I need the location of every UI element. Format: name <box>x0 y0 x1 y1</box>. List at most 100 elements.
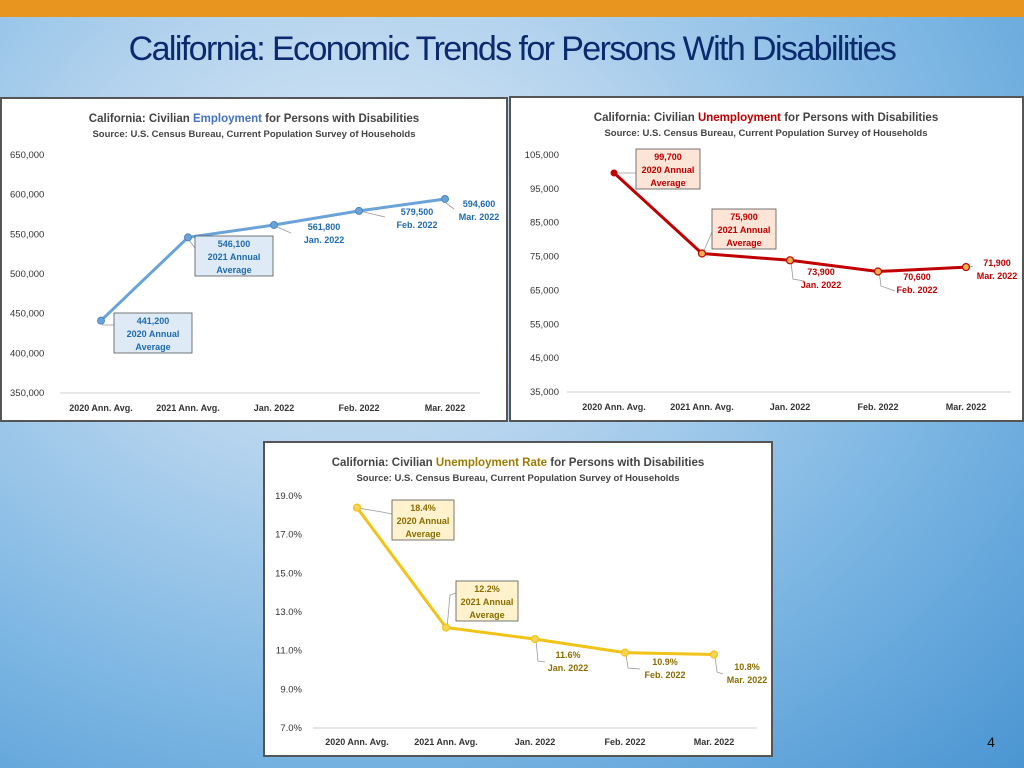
employment-chart: California: Civilian Employment for Pers… <box>10 113 500 413</box>
unemployment-data-label: Jan. 2022 <box>801 280 842 290</box>
unemployment-x-tick-label: Jan. 2022 <box>770 402 811 412</box>
employment-data-label: Mar. 2022 <box>459 212 500 222</box>
employment-point <box>270 220 278 229</box>
employment-data-label: 594,600 <box>463 199 496 209</box>
rate-data-label: Average <box>469 610 504 620</box>
unemployment-rate-chart: California: Civilian Unemployment Rate f… <box>275 457 768 747</box>
rate-data-label: 2021 Annual <box>461 597 514 607</box>
employment-title-key: Employment <box>193 113 262 125</box>
unemployment-y-tick-label: 45,000 <box>530 353 559 364</box>
rate-title-post: for Persons with Disabilities <box>547 457 704 469</box>
unemployment-leader-line <box>790 261 805 282</box>
rate-y-tick-label: 13.0% <box>275 607 302 618</box>
unemployment-data-label: Average <box>726 238 761 248</box>
employment-x-tick-label: Feb. 2022 <box>338 403 379 413</box>
rate-leader-line <box>625 653 641 670</box>
rate-y-tick-label: 11.0% <box>276 646 303 657</box>
unemployment-y-tick-label: 55,000 <box>530 319 559 330</box>
rate-y-tick-label: 15.0% <box>275 568 302 579</box>
rate-y-tick-label: 19.0% <box>275 491 302 502</box>
employment-data-label: 441,200 <box>137 316 170 326</box>
rate-point <box>620 648 630 657</box>
rate-data-label: 10.8% <box>734 662 760 672</box>
employment-point <box>184 233 192 242</box>
employment-x-tick-label: Jan. 2022 <box>254 403 295 413</box>
unemployment-y-tick-label: 105,000 <box>525 150 559 161</box>
rate-title-pre: California: Civilian <box>332 457 436 469</box>
unemployment-data-label: 70,600 <box>903 272 931 282</box>
unemployment-data-label: 99,700 <box>654 152 682 162</box>
unemployment-data-label: Feb. 2022 <box>896 285 937 295</box>
unemployment-point <box>697 249 707 258</box>
unemployment-data-label-box <box>711 208 777 250</box>
rate-data-label: 18.4% <box>410 503 436 513</box>
rate-data-label: 10.9% <box>652 657 678 667</box>
employment-data-label: 579,500 <box>401 207 434 217</box>
rate-x-tick-label: Feb. 2022 <box>604 737 645 747</box>
employment-chart-panel: California: Civilian Employment for Pers… <box>0 97 508 422</box>
unemployment-data-label-box <box>635 148 701 190</box>
employment-leader-line <box>359 210 386 218</box>
rate-data-label: 12.2% <box>474 584 500 594</box>
rate-y-tick-label: 17.0% <box>275 530 302 541</box>
employment-y-tick-label: 350,000 <box>10 388 44 399</box>
rate-chart-subtitle: Source: U.S. Census Bureau, Current Popu… <box>356 473 679 484</box>
employment-data-label: 2021 Annual <box>208 252 261 262</box>
rate-y-tick-label: 9.0% <box>280 684 302 695</box>
employment-y-tick-label: 550,000 <box>10 229 44 240</box>
rate-data-label: Feb. 2022 <box>644 670 685 680</box>
unemployment-data-label: 2021 Annual <box>718 225 771 235</box>
employment-chart-subtitle: Source: U.S. Census Bureau, Current Popu… <box>92 129 415 140</box>
unemployment-x-tick-label: 2021 Ann. Avg. <box>670 402 734 412</box>
rate-x-tick-label: 2020 Ann. Avg. <box>325 737 389 747</box>
unemployment-chart-subtitle: Source: U.S. Census Bureau, Current Popu… <box>604 128 927 139</box>
rate-data-label: Jan. 2022 <box>548 663 589 673</box>
unemployment-data-label: 73,900 <box>807 267 835 277</box>
unemployment-title-post: for Persons with Disabilities <box>781 112 938 124</box>
employment-data-label: Feb. 2022 <box>396 220 437 230</box>
unemployment-point <box>785 256 795 265</box>
unemployment-y-tick-label: 95,000 <box>530 184 559 195</box>
employment-data-label-box <box>113 312 193 354</box>
employment-x-tick-label: 2021 Ann. Avg. <box>156 403 220 413</box>
employment-title-pre: California: Civilian <box>89 113 193 125</box>
unemployment-y-tick-label: 35,000 <box>530 387 559 398</box>
unemployment-chart-title: California: Civilian Unemployment for Pe… <box>594 112 938 124</box>
employment-data-label: 2020 Annual <box>127 329 180 339</box>
rate-title-key: Unemployment Rate <box>436 457 547 469</box>
unemployment-y-tick-label: 65,000 <box>530 285 559 296</box>
top-accent-bar <box>0 0 1024 17</box>
unemployment-chart-panel: California: Civilian Unemployment for Pe… <box>509 96 1024 422</box>
rate-x-tick-label: Mar. 2022 <box>694 737 735 747</box>
unemployment-data-label: Mar. 2022 <box>977 271 1018 281</box>
unemployment-y-tick-label: 85,000 <box>530 218 559 229</box>
rate-data-label: Mar. 2022 <box>727 675 768 685</box>
unemployment-y-tick-label: 75,000 <box>530 252 559 263</box>
rate-y-tick-label: 7.0% <box>280 723 302 734</box>
unemployment-data-label: 71,900 <box>983 258 1011 268</box>
employment-x-tick-label: 2020 Ann. Avg. <box>69 403 133 413</box>
unemployment-title-key: Unemployment <box>698 112 781 124</box>
unemployment-leader-line <box>878 270 896 292</box>
unemployment-data-label: Average <box>650 178 685 188</box>
employment-y-tick-label: 500,000 <box>10 269 44 280</box>
unemployment-x-tick-label: Feb. 2022 <box>857 402 898 412</box>
unemployment-x-tick-label: 2020 Ann. Avg. <box>582 402 646 412</box>
rate-data-label-box <box>455 580 519 622</box>
rate-x-tick-label: Jan. 2022 <box>515 737 556 747</box>
unemployment-point <box>610 169 618 177</box>
employment-point <box>355 206 363 215</box>
rate-data-label-box <box>391 499 455 541</box>
unemployment-point <box>873 267 883 276</box>
rate-data-label: Average <box>405 529 440 539</box>
employment-point <box>441 194 449 203</box>
rate-point <box>530 634 540 644</box>
unemployment-point <box>961 262 971 272</box>
slide-title: California: Economic Trends for Persons … <box>128 30 897 68</box>
employment-y-tick-label: 600,000 <box>10 190 44 201</box>
employment-y-tick-label: 400,000 <box>10 348 44 359</box>
unemployment-chart: California: Civilian Unemployment for Pe… <box>525 112 1018 412</box>
rate-leader-line <box>714 656 724 675</box>
rate-leader-line <box>535 639 546 663</box>
employment-data-label: Average <box>216 265 251 275</box>
